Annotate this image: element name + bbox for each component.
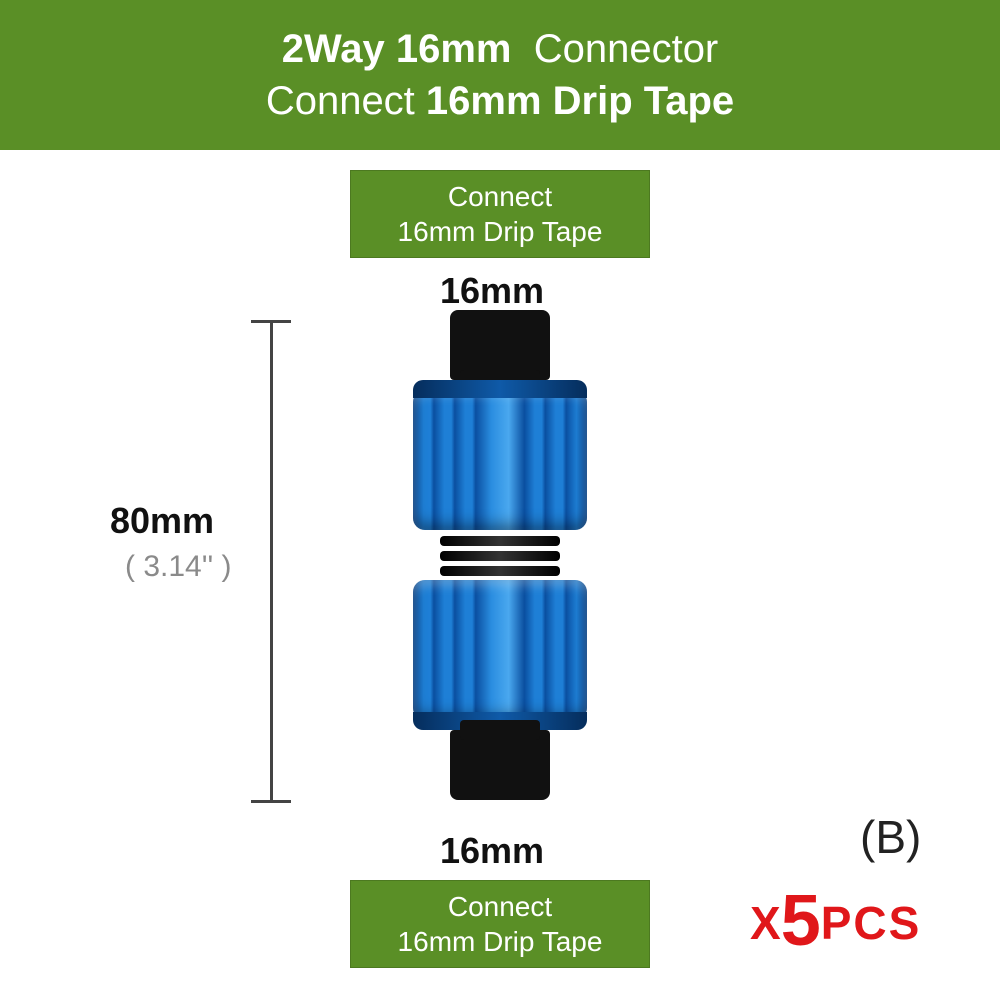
variant-label: (B) [860,810,921,864]
dimension-length-inches: ( 3.14'' ) [125,550,232,584]
connector-barb-bottom [450,730,550,800]
connect-label-top-line2: 16mm Drip Tape [351,214,649,249]
dimension-cap-top [251,320,291,323]
connector-ring [440,551,560,561]
quantity-number: 5 [781,881,821,961]
dimension-length-mm: 80mm [110,500,214,542]
quantity-x: X [750,897,781,949]
header-line1-bold: 2Way 16mm [282,27,512,71]
dimension-line-vertical [270,320,273,800]
connect-label-bottom: Connect 16mm Drip Tape [350,880,650,968]
connect-label-top-line1: Connect [351,179,649,214]
connector-ring [440,566,560,576]
dimension-width-bottom: 16mm [440,830,544,872]
connect-label-top: Connect 16mm Drip Tape [350,170,650,258]
header-banner: 2Way 16mm Connector Connect 16mm Drip Ta… [0,0,1000,150]
header-line2-pre: Connect [266,79,415,123]
header-line2-bold: 16mm Drip Tape [426,79,734,123]
connector-barb-top [450,310,550,380]
connect-label-bottom-line1: Connect [351,889,649,924]
connector-nut-top [413,390,587,530]
connector-mid-rings [440,536,560,576]
dimension-cap-bottom [251,800,291,803]
header-line-2: Connect 16mm Drip Tape [266,75,734,127]
connector-ring [440,536,560,546]
header-line1-rest: Connector [534,27,719,71]
connector-nut-bottom [413,580,587,720]
connect-label-bottom-line2: 16mm Drip Tape [351,924,649,959]
connector-illustration [413,310,587,800]
header-line-1: 2Way 16mm Connector [282,23,719,75]
dimension-width-top: 16mm [440,270,544,312]
quantity-unit: PCS [821,897,922,949]
quantity-label: X5PCS [750,880,921,962]
